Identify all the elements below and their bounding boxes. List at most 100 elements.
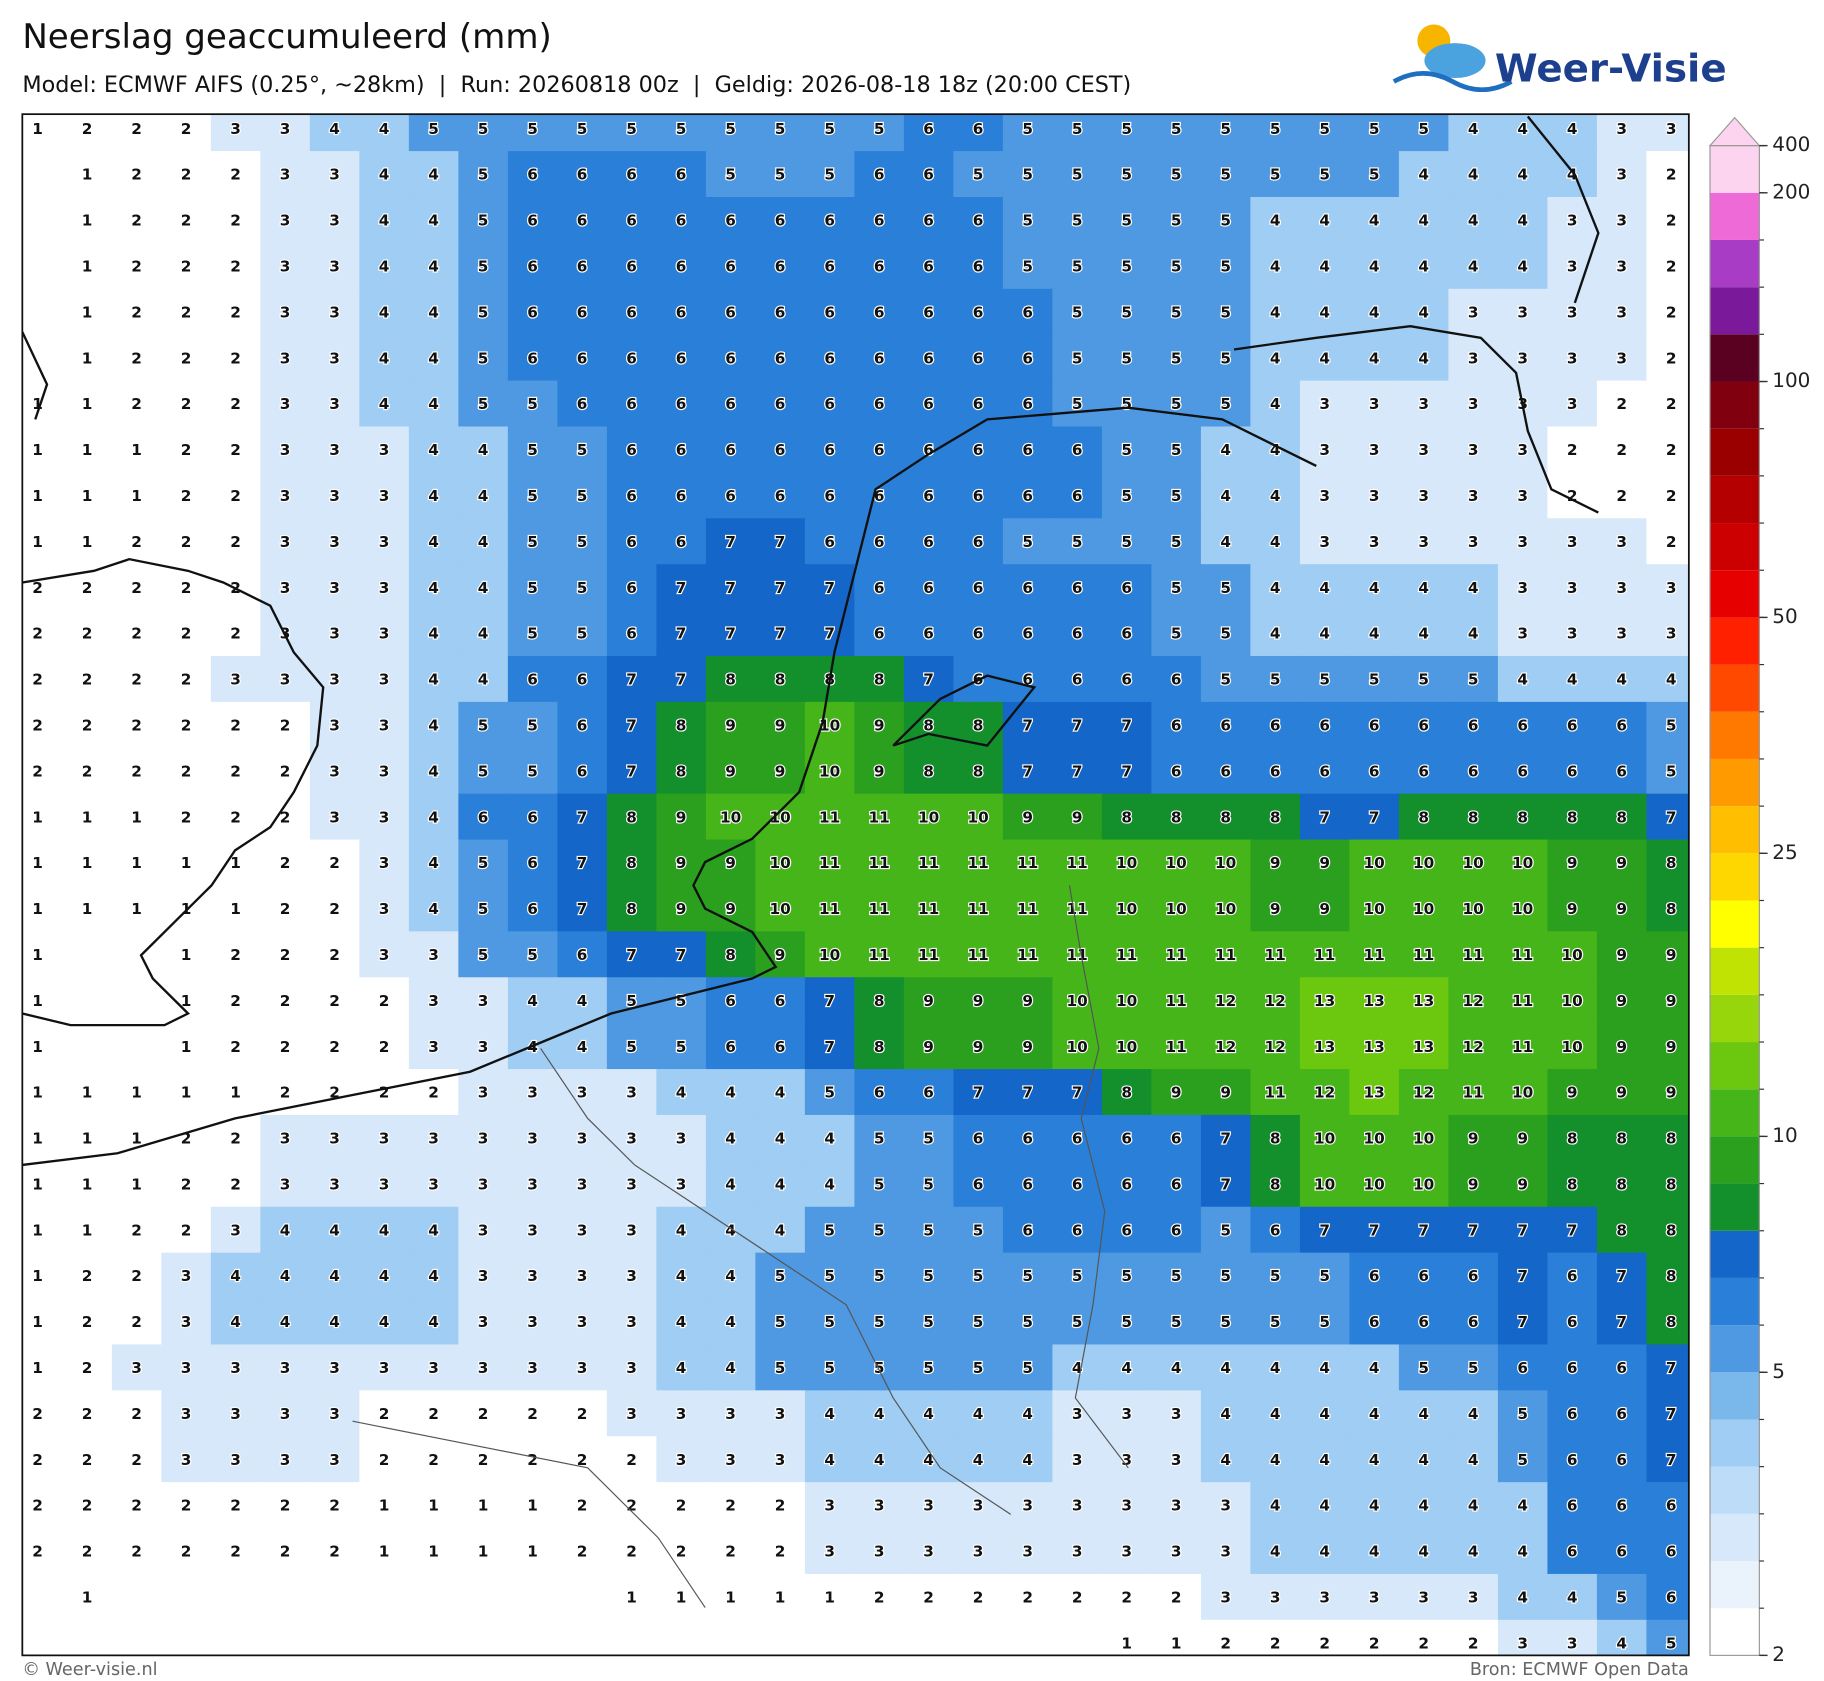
precip-cell (705, 931, 757, 978)
precip-cell (309, 1069, 361, 1116)
precip-label: 5 (1072, 1267, 1083, 1285)
precip-label: 6 (973, 1176, 984, 1194)
precip-cell (854, 1069, 905, 1116)
precip-cell (62, 472, 113, 519)
precip-label: 2 (32, 1451, 43, 1469)
precip-label: 5 (428, 120, 439, 138)
coastline-de-dk (1233, 115, 1600, 514)
precip-label: 5 (1270, 166, 1281, 184)
precip-label: 12 (1215, 992, 1236, 1010)
precip-cell (953, 1528, 1004, 1575)
precip-cell (1250, 610, 1301, 657)
precip-label: 6 (626, 258, 637, 276)
precip-label: 1 (1171, 1634, 1182, 1652)
precip-cell (507, 1114, 559, 1162)
precip-label: 4 (1418, 303, 1429, 321)
precip-label: 12 (1314, 1084, 1335, 1102)
precip-cell (1646, 1206, 1689, 1254)
precip-label: 4 (428, 762, 439, 780)
precip-label: 7 (1072, 717, 1083, 735)
precip-label: 12 (1413, 1084, 1434, 1102)
precip-label: 8 (1616, 1130, 1627, 1148)
precip-label: 5 (1220, 166, 1231, 184)
precip-label: 5 (1616, 1589, 1627, 1607)
precip-cell (359, 380, 410, 428)
precip-label: 6 (1121, 1176, 1132, 1194)
precip-label: 4 (1319, 579, 1330, 597)
precip-cell (62, 1390, 113, 1437)
precip-cell (62, 1298, 113, 1346)
precip-label: 4 (1468, 1543, 1479, 1561)
precip-label: 2 (82, 1359, 93, 1377)
precip-cell (22, 839, 64, 887)
precip-label: 4 (1418, 1543, 1429, 1561)
precip-cell (22, 610, 64, 657)
precip-cell (1349, 242, 1400, 290)
precip-cell (1448, 701, 1499, 749)
precip-label: 6 (676, 441, 687, 459)
precip-label: 6 (577, 946, 588, 964)
precip-label: 9 (1616, 1038, 1627, 1056)
precip-cell (1349, 114, 1400, 152)
precip-cell (1547, 564, 1598, 611)
precip-label: 3 (923, 1543, 934, 1561)
precip-cell (1497, 1160, 1549, 1208)
colorbar-segment (1710, 523, 1760, 571)
precip-cell (1200, 1344, 1252, 1392)
precip-label: 10 (1067, 992, 1088, 1010)
precip-label: 6 (1022, 1176, 1033, 1194)
precip-label: 6 (973, 625, 984, 643)
precip-label: 9 (1220, 1084, 1231, 1102)
precip-cell (210, 839, 262, 887)
precip-label: 4 (1567, 166, 1578, 184)
precip-cell (1596, 1252, 1648, 1300)
colorbar-segment (1710, 806, 1760, 854)
precip-cell (507, 931, 559, 978)
precip-label: 7 (676, 946, 687, 964)
precip-label: 9 (1666, 1038, 1677, 1056)
precip-label: 5 (478, 212, 489, 230)
precip-label: 5 (824, 1221, 835, 1239)
colorbar-segment (1710, 900, 1760, 948)
precip-label: 3 (725, 1405, 736, 1423)
precip-label: 10 (1166, 854, 1187, 872)
precip-label: 5 (626, 992, 637, 1010)
precip-label: 3 (1369, 533, 1380, 551)
precip-label: 6 (725, 1038, 736, 1056)
precip-cell (1151, 1390, 1202, 1437)
precip-label: 8 (676, 762, 687, 780)
precip-cell (161, 196, 212, 244)
precip-label: 6 (973, 258, 984, 276)
precip-label: 5 (775, 1359, 786, 1377)
precip-label: 9 (1616, 854, 1627, 872)
precip-label: 2 (181, 1221, 192, 1239)
precip-label: 4 (1121, 1359, 1132, 1377)
precip-cell (1547, 793, 1598, 841)
precip-label: 4 (428, 579, 439, 597)
precip-cell (1398, 610, 1450, 657)
precip-cell (1596, 1298, 1648, 1346)
precip-label: 6 (1171, 1176, 1182, 1194)
precip-cell (1299, 1023, 1351, 1070)
precip-cell (953, 1573, 1004, 1621)
precip-label: 6 (1567, 1359, 1578, 1377)
precip-label: 8 (1567, 1130, 1578, 1148)
precip-label: 3 (676, 1176, 687, 1194)
precip-cell (755, 1482, 806, 1529)
precip-label: 4 (379, 1267, 390, 1285)
precip-cell (507, 1298, 559, 1346)
precip-cell (1547, 655, 1598, 703)
precip-cell (1200, 288, 1252, 336)
precip-label: 4 (428, 1313, 439, 1331)
precip-label: 5 (478, 303, 489, 321)
precip-label: 3 (280, 671, 291, 689)
precip-cell (557, 151, 608, 198)
precip-cell (210, 114, 262, 152)
precip-cell (62, 655, 113, 703)
precip-label: 6 (824, 533, 835, 551)
precip-label: 2 (329, 1497, 340, 1515)
precip-label: 2 (478, 1451, 489, 1469)
precip-label: 3 (379, 946, 390, 964)
precip-cell (1250, 151, 1301, 198)
precip-label: 3 (626, 1359, 637, 1377)
